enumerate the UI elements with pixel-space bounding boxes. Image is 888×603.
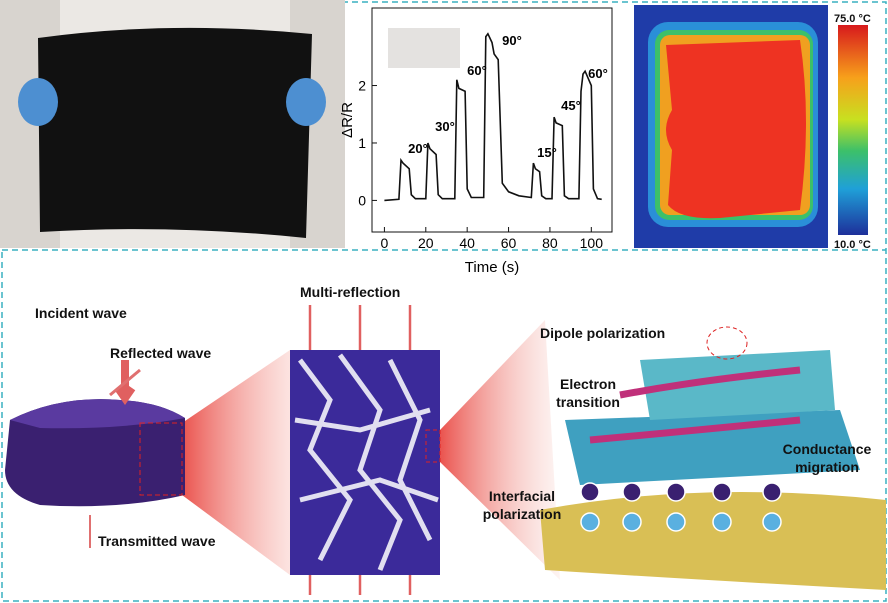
conductance-label: Conductance migration — [782, 441, 872, 475]
left-cube — [5, 350, 290, 575]
peak-label: 20° — [408, 141, 428, 156]
thermal-image — [634, 5, 868, 248]
reflected-label: Reflected wave — [110, 345, 212, 361]
peak-label: 30° — [435, 119, 455, 134]
dipole-label: Dipole polarization — [540, 325, 666, 341]
y-axis-label: ΔR/R — [339, 102, 356, 138]
peak-label: 60° — [588, 66, 608, 81]
mesh-panel — [290, 305, 560, 595]
y-tick-label: 0 — [358, 192, 366, 208]
peak-label: 45° — [561, 98, 581, 113]
peak-label: 60° — [467, 63, 487, 78]
x-tick-label: 80 — [542, 235, 558, 251]
incident-label: Incident wave — [35, 305, 127, 321]
x-tick-label: 20 — [418, 235, 434, 251]
thermal-min: 10.0 °C — [834, 239, 871, 251]
x-tick-label: 100 — [580, 235, 604, 251]
peak-label: 15° — [537, 145, 557, 160]
thermal-max: 75.0 °C — [834, 13, 871, 25]
x-tick-label: 60 — [501, 235, 517, 251]
photo — [0, 0, 345, 248]
x-tick-label: 40 — [459, 235, 475, 251]
x-axis-label: Time (s) — [465, 259, 519, 276]
peak-label: 90° — [502, 33, 522, 48]
electron-label: Electron transition — [556, 376, 620, 410]
x-tick-label: 0 — [381, 235, 389, 251]
polarization-illustration — [540, 326, 886, 590]
y-tick-label: 2 — [358, 78, 366, 94]
line-chart: 0 20 40 60 80 100 0 1 2 Time (s) ΔR/R 20° 30° 60° 90° 1… — [339, 7, 613, 276]
y-tick-label: 1 — [358, 135, 366, 151]
plot-frame — [371, 7, 613, 233]
interfacial-label: Interfacial polarization — [482, 488, 562, 522]
data-line — [384, 32, 602, 202]
transmitted-label: Transmitted wave — [98, 533, 216, 549]
multi-reflection-label: Multi-reflection — [300, 284, 401, 300]
